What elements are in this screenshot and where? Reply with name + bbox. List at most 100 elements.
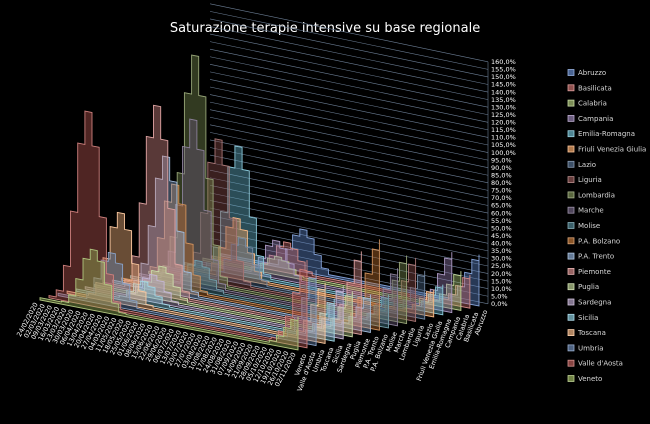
y-tick-label: 70,0% [491, 194, 512, 202]
y-tick-label: 5,0% [491, 292, 508, 300]
legend-label: Lombardia [578, 191, 615, 199]
y-tick-label: 100,0% [491, 149, 516, 157]
gridline [209, 147, 489, 206]
legend-label: Umbria [578, 344, 604, 352]
series-area [130, 259, 389, 329]
legend-label: Sardegna [578, 299, 611, 307]
y-tick-label: 160,0% [491, 58, 516, 66]
gridline [209, 116, 489, 176]
y-tick-label: 135,0% [491, 96, 516, 104]
series-area [184, 145, 444, 316]
y-tick-label: 65,0% [491, 202, 512, 210]
legend-swatch [567, 283, 575, 291]
series-area [166, 237, 426, 320]
legend-label: Piemonte [578, 268, 611, 276]
gridline [209, 33, 489, 93]
series-layer [39, 54, 480, 351]
gridline [209, 109, 489, 168]
series-abruzzo [220, 228, 480, 307]
y-tick-label: 95,0% [491, 156, 512, 164]
y-tick-label: 125,0% [491, 111, 516, 119]
y-tick-label: 145,0% [491, 81, 516, 89]
legend-swatch [567, 176, 575, 184]
y-axis-ticks: 0,0%5,0%10,0%15,0%20,0%25,0%30,0%35,0%40… [491, 58, 516, 308]
y-tick-label: 10,0% [491, 285, 512, 293]
y-tick-label: 140,0% [491, 88, 516, 96]
series-piemonte [102, 104, 362, 336]
legend-swatch [567, 298, 575, 306]
gridline [209, 48, 489, 108]
gridline [209, 207, 489, 267]
y-tick-label: 40,0% [491, 240, 512, 248]
y-tick-label: 90,0% [491, 164, 512, 172]
series-veneto [39, 248, 299, 351]
legend-swatch [567, 222, 575, 229]
legend-swatch [567, 344, 575, 352]
y-tick-label: 85,0% [491, 171, 512, 179]
legend-label: Campania [578, 115, 613, 123]
legend-label: Molise [578, 222, 600, 230]
legend-label: P.A. Trento [578, 253, 614, 261]
gridline [209, 11, 489, 70]
y-tick-label: 35,0% [491, 247, 512, 255]
gridline [209, 71, 489, 131]
gridline [209, 162, 489, 221]
series-valle-d-aosta [48, 110, 308, 349]
series-umbria [57, 251, 317, 347]
x-axis-ticks: 24/02/202002/03/202009/03/202016/03/2020… [15, 301, 298, 388]
legend-label: Veneto [578, 375, 602, 383]
gridline [209, 200, 489, 259]
series-area [148, 54, 408, 325]
legend: Abruzzo Basilicata Calabria Campania Emilia-… [567, 69, 646, 383]
legend-swatch [567, 69, 575, 76]
legend-swatch [567, 237, 575, 245]
y-tick-label: 15,0% [491, 277, 512, 285]
series-area [66, 211, 326, 344]
series-campania [193, 239, 453, 314]
gridline [209, 101, 489, 161]
legend-swatch [567, 99, 575, 107]
y-tick-label: 75,0% [491, 187, 512, 195]
chart-title: Saturazione terapie intensive su base re… [170, 21, 480, 36]
y-tick-label: 110,0% [491, 134, 516, 142]
legend-label: Valle d'Aosta [578, 360, 623, 368]
y-tick-label: 20,0% [491, 270, 512, 278]
gridline [209, 41, 489, 100]
gridline [209, 79, 489, 138]
legend-label: Abruzzo [578, 69, 606, 77]
gridline [209, 86, 489, 146]
legend-swatch [567, 160, 575, 168]
legend-swatch [567, 267, 575, 275]
legend-label: Marche [578, 207, 604, 215]
series-liguria [157, 138, 417, 322]
y-tick-label: 130,0% [491, 103, 516, 111]
legend-swatch [567, 145, 575, 153]
y-tick-label: 0,0% [491, 300, 508, 308]
series-area [157, 138, 417, 322]
y-tick-label: 150,0% [491, 73, 516, 81]
legend-label: Sicilia [578, 314, 598, 322]
legend-swatch [567, 359, 575, 367]
series-puglia [93, 265, 353, 338]
gridline [209, 139, 489, 199]
gridline [209, 192, 489, 252]
series-p-a-bolzano [120, 183, 380, 331]
gridline [209, 124, 489, 184]
series-emilia-romagna [184, 145, 444, 316]
series-sicilia [75, 280, 335, 342]
series-area [39, 248, 299, 351]
legend-swatch [567, 252, 575, 260]
series-area [57, 251, 317, 347]
y-tick-label: 155,0% [491, 66, 516, 74]
legend-swatch [567, 206, 575, 214]
gridline [209, 169, 489, 229]
series-molise [130, 259, 389, 329]
legend-swatch [567, 313, 575, 321]
legend-label: Friuli Venezia Giulia [578, 146, 646, 154]
gridline [209, 154, 489, 214]
series-area [102, 104, 362, 336]
series-area [120, 183, 380, 331]
